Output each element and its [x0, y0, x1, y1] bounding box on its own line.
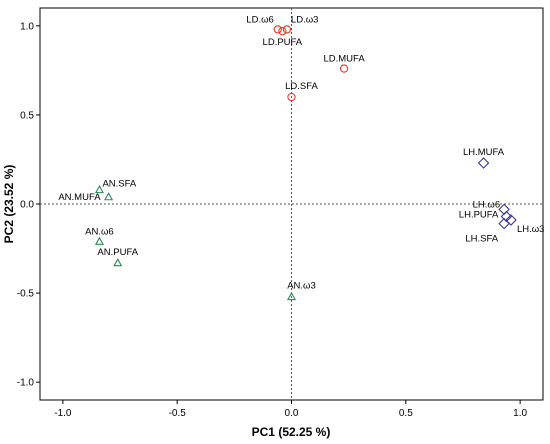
point-label: LD.SFA [285, 81, 318, 92]
data-point-lh-sfa [498, 217, 510, 230]
point-label: LH.MUFA [463, 147, 505, 158]
point-label: LD.ω6 [246, 14, 273, 25]
data-point-ld-pufa [278, 27, 287, 36]
x-axis-ticks: -1.0 -0.5 0.0 0.5 1.0 [54, 400, 528, 419]
x-axis-title: PC1 (52.25 %) [252, 425, 331, 439]
point-label: LH.ω3 [517, 224, 544, 235]
data-point-lh-3 [505, 214, 517, 226]
data-point-ld-3 [282, 25, 292, 34]
y-tick-label: -1.0 [17, 378, 35, 389]
x-tick-label: -0.5 [169, 408, 187, 419]
data-point-an-pufa [113, 258, 123, 267]
y-tick-label: 0.0 [20, 200, 34, 211]
data-points [94, 25, 517, 301]
point-label: AN.SFA [102, 179, 136, 190]
data-point-ld-mufa [339, 64, 349, 73]
point-label: LH.PUFA [459, 209, 499, 220]
data-point-an-mufa [104, 192, 114, 201]
y-axis-title: PC2 (23.52 %) [2, 165, 16, 244]
point-label: LD.MUFA [323, 54, 365, 65]
point-label: AN.ω3 [287, 281, 316, 292]
point-label: LH.ω6 [473, 199, 500, 210]
y-tick-label: 1.0 [20, 21, 34, 32]
x-tick-label: 1.0 [513, 408, 527, 419]
y-tick-label: -0.5 [17, 289, 35, 300]
y-tick-label: 0.5 [20, 110, 34, 121]
data-point-ld-sfa [287, 92, 296, 102]
x-tick-label: -1.0 [54, 408, 72, 419]
point-label: AN.ω6 [85, 226, 114, 237]
x-tick-label: 0.0 [285, 408, 299, 419]
point-labels: LD.ω6 LD.ω3 LD.PUFA LD.MUFA LD.SFA LH.MUFA LH.… [58, 14, 544, 291]
data-point-an-sfa [94, 185, 104, 194]
point-label: AN.PUFA [97, 247, 138, 258]
x-tick-label: 0.5 [399, 408, 413, 419]
data-point-lh-mufa [477, 157, 490, 169]
data-point-an-6 [94, 236, 104, 245]
data-point-an-3 [286, 291, 297, 301]
point-label: AN.MUFA [58, 192, 101, 203]
data-point-ld-6 [273, 25, 282, 34]
point-label: LD.ω3 [291, 14, 318, 25]
y-axis-ticks: 1.0 0.5 0.0 -0.5 -1.0 [17, 21, 40, 389]
point-label: LH.SFA [465, 234, 498, 245]
point-label: LD.PUFA [263, 37, 303, 48]
